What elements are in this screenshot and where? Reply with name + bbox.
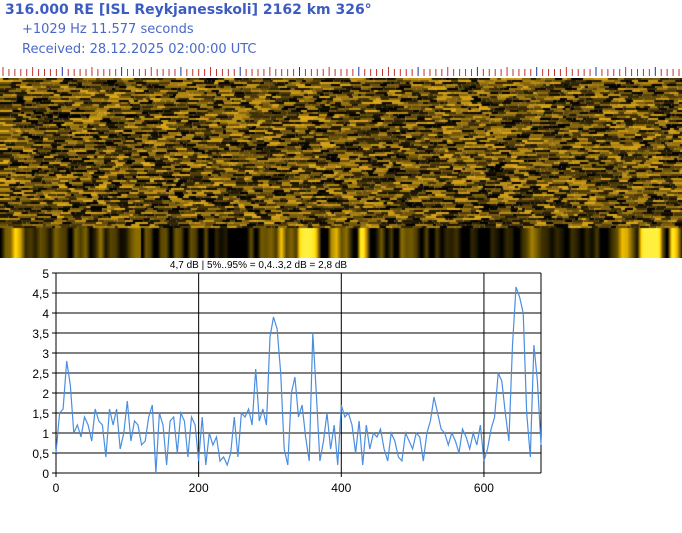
spectrogram [0,78,682,258]
y-tick-label: 3,5 [32,327,49,341]
signal-level-line [55,286,542,474]
signal-title: 316.000 RE [ISL Reykjanesskoli] 2162 km … [5,2,372,18]
frequency-ruler [2,67,680,76]
y-tick-label: 3 [42,347,49,361]
y-tick-label: 4,5 [32,287,49,301]
signal-level-chart: 4,7 dB | 5%..95% = 0,4..3,2 dB = 2,8 dB 0… [32,260,542,495]
chart-title: 4,7 dB | 5%..95% = 0,4..3,2 dB = 2,8 dB [170,260,347,271]
x-tick-label: 200 [189,481,209,495]
y-tick-label: 2,5 [32,367,49,381]
y-tick-label: 4 [42,307,49,321]
y-tick-label: 0,5 [32,447,49,461]
y-tick-label: 1 [42,427,49,441]
y-tick-label: 1,5 [32,407,49,421]
x-tick-label: 0 [53,481,60,495]
y-tick-label: 0 [42,467,49,481]
x-tick-label: 400 [331,481,351,495]
x-tick-label: 600 [474,481,494,495]
offset-duration: +1029 Hz 11.577 seconds [22,22,194,37]
y-tick-label: 5 [42,267,49,281]
y-tick-label: 2 [42,387,49,401]
received-time: Received: 28.12.2025 02:00:00 UTC [22,42,257,57]
